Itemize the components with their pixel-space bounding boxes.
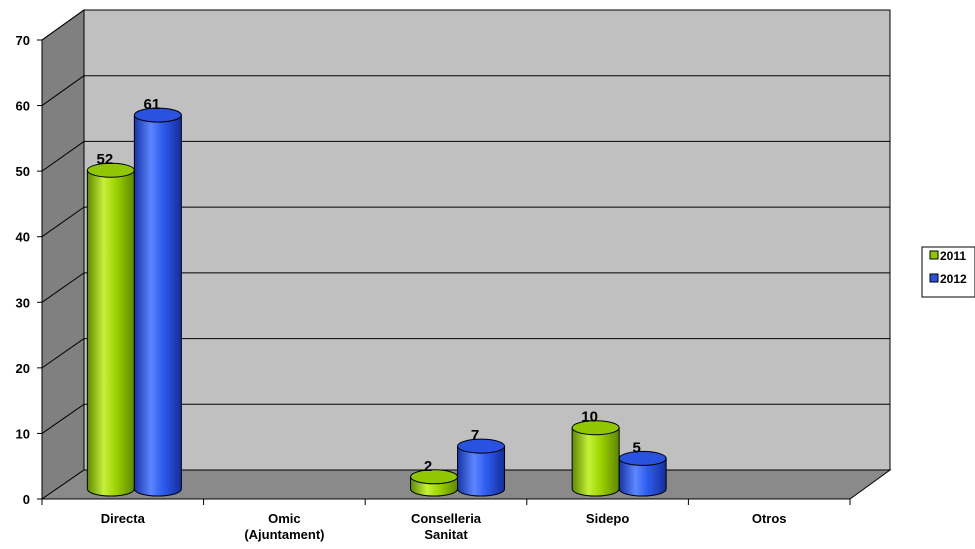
data-label: 10: [581, 409, 598, 426]
bar-top: [457, 438, 506, 454]
data-label: 2: [424, 458, 432, 475]
y-tick-label: 0: [23, 492, 30, 507]
y-tick-label: 20: [16, 361, 30, 376]
bar: [86, 162, 135, 497]
data-label: 5: [632, 439, 640, 456]
legend-swatch: [929, 250, 939, 260]
y-tick-label: 70: [16, 33, 30, 48]
gridline-side: [41, 141, 85, 172]
legend: 2011 2012: [921, 246, 975, 298]
bar: [571, 420, 620, 497]
bar: [457, 438, 506, 497]
bars: [86, 107, 667, 497]
bar-top: [618, 450, 667, 466]
x-tick-label: Otros: [752, 511, 787, 526]
x-tick-label: Directa: [101, 511, 146, 526]
plot-walls: [40, 9, 892, 500]
y-tick-label: 10: [16, 426, 30, 441]
gridline-side: [41, 338, 85, 369]
gridline-side: [41, 403, 85, 434]
y-tick-label: 50: [16, 164, 30, 179]
gridline-side: [41, 9, 85, 41]
data-labels: 52 2 10 61 7 5: [97, 96, 641, 475]
gridline-side: [41, 206, 85, 238]
y-tick-label: 60: [16, 99, 30, 114]
y-tick-label: 30: [16, 295, 30, 310]
x-tick-label: Sidepo: [586, 511, 629, 526]
bar: [133, 107, 182, 497]
bar: [618, 450, 667, 497]
back-wall: [83, 9, 891, 471]
x-tick-label: Conselleria: [411, 511, 482, 526]
x-tick-label: Omic: [268, 511, 301, 526]
bar-top: [571, 420, 620, 436]
side-wall: [41, 9, 85, 500]
axes: 0 10 20 30 40 50 60 70 Directa Omic(Ajuntament) Co…: [16, 33, 851, 542]
bar-body: [86, 169, 135, 497]
bar-body: [457, 445, 506, 497]
y-tick-label: 40: [16, 230, 30, 245]
x-tick-label: Sanitat: [424, 527, 468, 542]
bar: [410, 469, 459, 497]
bar-top: [133, 107, 182, 123]
x-tick-label: (Ajuntament): [244, 527, 324, 542]
data-label: 61: [144, 96, 161, 113]
gridline-side: [41, 75, 85, 106]
gridlines: [41, 9, 890, 434]
bar-body: [571, 427, 620, 497]
gridline-side: [41, 272, 85, 303]
legend-label: 2012: [940, 272, 967, 286]
data-label: 52: [97, 151, 114, 168]
bar-body: [133, 114, 182, 497]
legend-swatch: [929, 273, 939, 283]
bar-body: [618, 457, 667, 497]
data-label: 7: [471, 427, 479, 444]
bar-top: [410, 469, 459, 485]
legend-label: 2011: [940, 249, 966, 263]
